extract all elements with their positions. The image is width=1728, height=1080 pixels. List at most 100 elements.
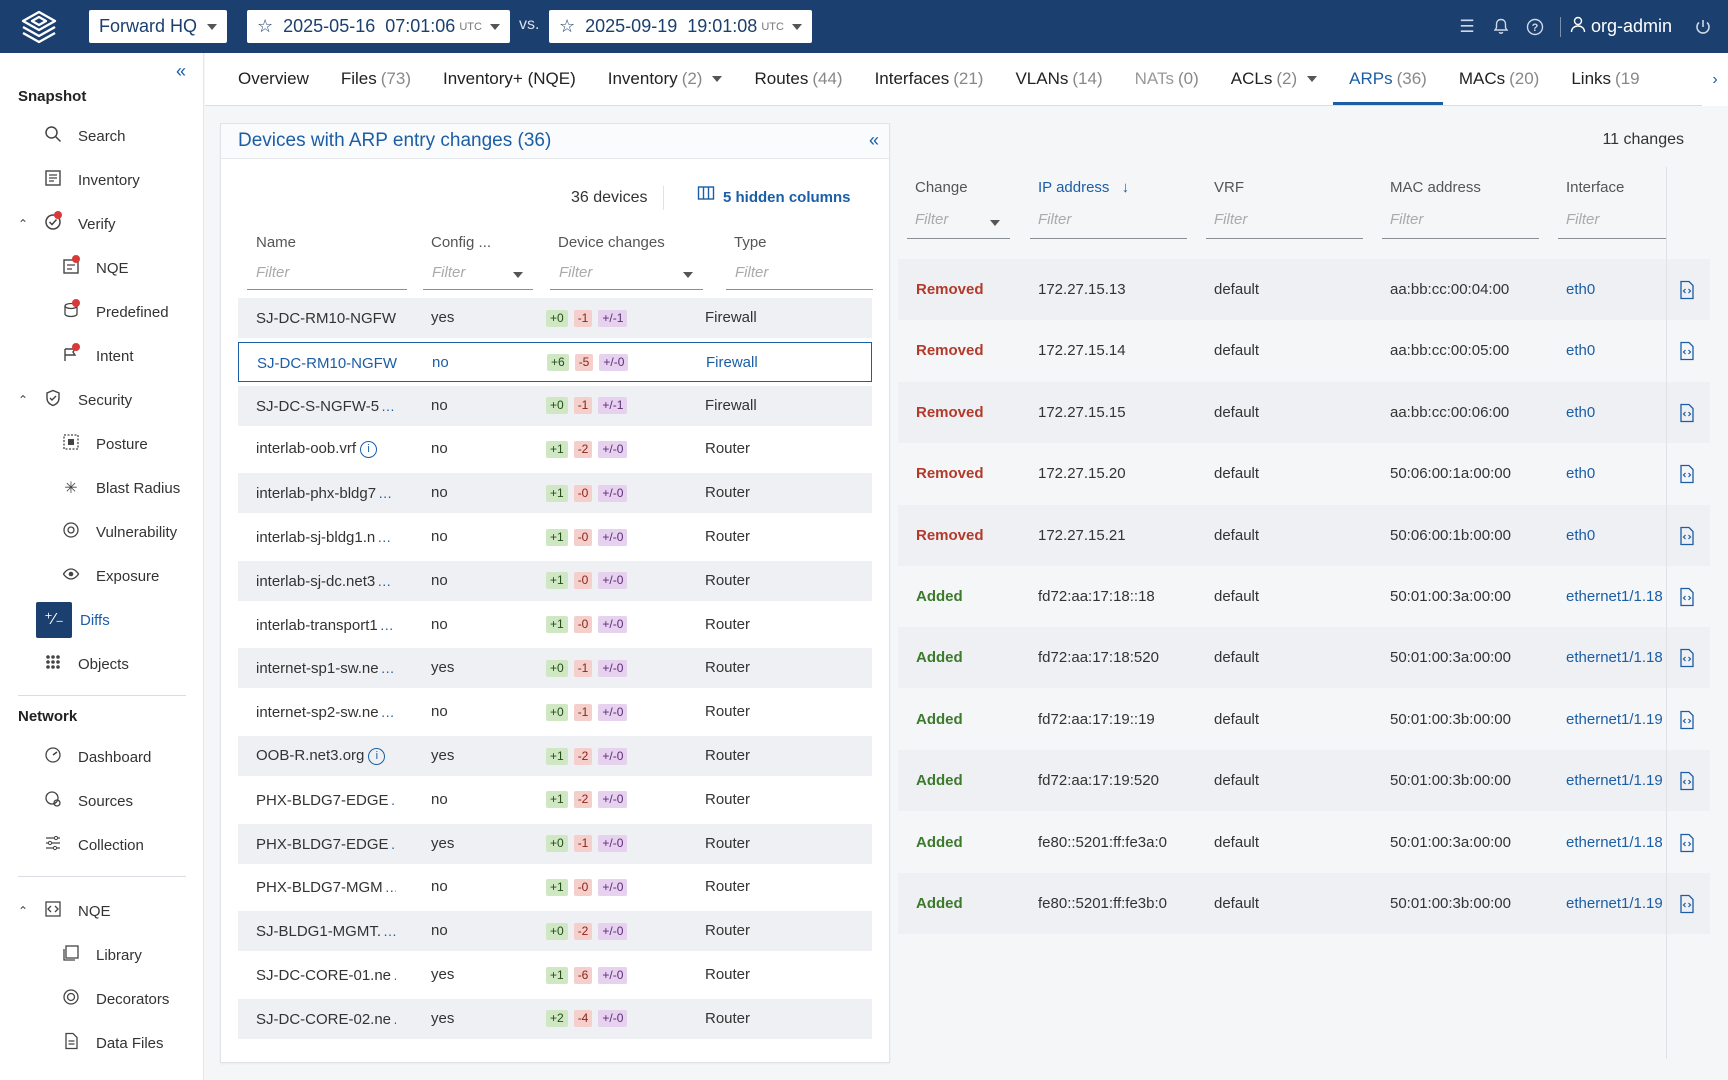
table-row[interactable]: internet-sp1-sw.ne… yes +0 -1 +/-0 Router <box>238 648 872 689</box>
more-icon[interactable]: … <box>391 836 396 852</box>
more-icon[interactable]: … <box>379 616 394 633</box>
sidebar-item-sources[interactable]: Sources <box>42 783 133 819</box>
table-row[interactable]: SJ-DC-CORE-01.ne… yes +1 -6 +/-0 Router <box>238 955 872 995</box>
table-row[interactable]: Removed 172.27.15.20 default 50:06:00:1a:00… <box>898 443 1710 504</box>
help-icon[interactable]: ? <box>1518 10 1552 44</box>
table-row[interactable]: interlab-sj-bldg1.n… no +1 -0 +/-0 Router <box>238 517 872 557</box>
user-menu[interactable]: org-admin <box>1569 15 1672 38</box>
tab-overview[interactable]: Overview <box>205 52 325 105</box>
interface-link[interactable]: ethernet1/1.19 <box>1566 710 1663 728</box>
sidebar-item-blast-radius[interactable]: ✳ Blast Radius <box>60 470 180 506</box>
column-header-interface[interactable]: Interface <box>1566 179 1625 196</box>
table-row[interactable]: SJ-DC-CORE-02.ne… yes +2 -4 +/-0 Router <box>238 998 872 1039</box>
mac-filter-input[interactable]: Filter <box>1382 205 1539 239</box>
interface-filter-input[interactable]: Filter <box>1558 205 1666 239</box>
org-select[interactable]: Forward HQ <box>89 10 227 43</box>
star-icon[interactable]: ☆ <box>257 16 274 36</box>
column-header-config[interactable]: Config ... <box>431 234 492 251</box>
sidebar-item-nqe-verify[interactable]: NQE <box>60 250 129 286</box>
interface-link[interactable]: ethernet1/1.18 <box>1566 833 1663 851</box>
sidebar-item-decorators[interactable]: Decorators <box>60 981 169 1017</box>
tab-vlans[interactable]: VLANs (14) <box>999 52 1118 105</box>
ip-filter-input[interactable]: Filter <box>1030 205 1187 239</box>
tab-links[interactable]: Links (19 <box>1555 52 1655 105</box>
interface-link[interactable]: eth0 <box>1566 526 1596 544</box>
interface-link[interactable]: eth0 <box>1566 465 1596 483</box>
table-row[interactable]: SJ-DC-RM10-NGFW… no +6 -5 +/-0 Firewall <box>238 341 872 382</box>
table-row[interactable]: Removed 172.27.15.21 default 50:06:00:1b:00… <box>898 504 1710 566</box>
star-icon[interactable]: ☆ <box>559 16 576 36</box>
table-row[interactable]: Added fd72:aa:17:18::18 default 50:01:00:3a… <box>898 566 1710 627</box>
interface-link[interactable]: ethernet1/1.19 <box>1566 895 1663 912</box>
chevron-up-icon[interactable]: ⌃ <box>18 217 29 231</box>
table-row[interactable]: interlab-sj-dc.net3… no +1 -0 +/-0 Router <box>238 560 872 601</box>
table-row[interactable]: Removed 172.27.15.15 default aa:bb:cc:00:06… <box>898 381 1710 443</box>
table-row[interactable]: interlab-transport1… no +1 -0 +/-0 Router <box>238 605 872 645</box>
double-chevron-left-icon[interactable]: « <box>868 130 879 150</box>
tab-files[interactable]: Files (73) <box>325 52 427 105</box>
code-file-icon[interactable] <box>1678 259 1696 320</box>
table-row[interactable]: PHX-BLDG7-MGM… no +1 -0 +/-0 Router <box>238 867 872 907</box>
table-row[interactable]: internet-sp2-sw.ne… no +0 -1 +/-0 Router <box>238 692 872 732</box>
code-file-icon[interactable] <box>1678 566 1696 627</box>
more-icon[interactable]: … <box>378 485 393 502</box>
tab-interfaces[interactable]: Interfaces (21) <box>859 52 1000 105</box>
bell-icon[interactable] <box>1484 10 1518 44</box>
info-icon[interactable]: i <box>360 440 378 458</box>
sidebar-item-diffs[interactable]: ⁺⁄₋ Diffs <box>36 602 110 638</box>
sidebar-item-collection[interactable]: Collection <box>42 827 144 863</box>
interface-link[interactable]: eth0 <box>1566 403 1596 421</box>
sidebar-item-search[interactable]: Search <box>42 118 126 154</box>
code-file-icon[interactable] <box>1678 320 1696 381</box>
code-file-icon[interactable] <box>1678 627 1696 688</box>
interface-link[interactable]: ethernet1/1.18 <box>1566 649 1663 667</box>
interface-link[interactable]: eth0 <box>1566 342 1596 360</box>
more-icon[interactable]: … <box>393 967 396 983</box>
code-file-icon[interactable] <box>1678 505 1696 566</box>
tab-macs[interactable]: MACs (20) <box>1443 52 1556 105</box>
table-row[interactable]: SJ-DC-S-NGFW-5… no +0 -1 +/-1 Firewall <box>238 385 872 426</box>
config-filter-select[interactable]: Filter <box>423 258 533 290</box>
code-file-icon[interactable] <box>1678 382 1696 443</box>
forward-logo-icon[interactable] <box>16 7 62 47</box>
table-row[interactable]: Removed 172.27.15.14 default aa:bb:cc:00:05… <box>898 320 1710 381</box>
sidebar-item-vulnerability[interactable]: Vulnerability <box>60 514 177 550</box>
table-row[interactable]: interlab-phx-bldg7… no +1 -0 +/-0 Router <box>238 473 872 514</box>
sidebar-item-verify[interactable]: ⌃ Verify <box>18 206 116 242</box>
column-header-type[interactable]: Type <box>734 234 767 251</box>
chevron-up-icon[interactable]: ⌃ <box>18 393 29 407</box>
table-row[interactable]: OOB-R.net3.org i yes +1 -2 +/-0 Router <box>238 736 872 776</box>
snapshot-b-select[interactable]: ☆ 2025-09-19 19:01:08 UTC <box>549 10 812 43</box>
tab-arps[interactable]: ARPs (36) <box>1333 52 1443 105</box>
table-row[interactable]: Added fd72:aa:17:19::19 default 50:01:00:3b… <box>898 689 1710 750</box>
tab-inventory[interactable]: Inventory (2) <box>592 52 739 105</box>
list-icon[interactable]: ☰ <box>1459 16 1475 36</box>
name-filter-input[interactable]: Filter <box>247 258 407 290</box>
table-row[interactable]: SJ-BLDG1-MGMT.… no +0 -2 +/-0 Router <box>238 911 872 952</box>
code-file-icon[interactable] <box>1678 812 1696 873</box>
device-changes-filter-select[interactable]: Filter <box>550 258 703 290</box>
vrf-filter-input[interactable]: Filter <box>1206 205 1363 239</box>
chevron-up-icon[interactable]: ⌃ <box>18 904 29 918</box>
column-header-device-changes[interactable]: Device changes <box>558 234 665 251</box>
column-header-name[interactable]: Name <box>256 234 297 251</box>
sidebar-item-inventory[interactable]: Inventory <box>42 162 140 198</box>
interface-link[interactable]: eth0 <box>1566 281 1596 298</box>
table-row[interactable]: Removed 172.27.15.13 default aa:bb:cc:00:04… <box>898 259 1710 320</box>
double-chevron-left-icon[interactable]: « <box>176 61 187 81</box>
type-filter-input[interactable]: Filter <box>726 258 873 290</box>
sidebar-item-posture[interactable]: Posture <box>60 426 148 462</box>
interface-link[interactable]: ethernet1/1.18 <box>1566 588 1663 605</box>
more-icon[interactable]: … <box>377 572 392 589</box>
table-row[interactable]: interlab-oob.vrf i no +1 -2 +/-0 Router <box>238 429 872 469</box>
hidden-columns-button[interactable]: 5 hidden columns <box>697 184 851 212</box>
sidebar-item-security[interactable]: ⌃ Security <box>18 382 132 418</box>
interface-link[interactable]: ethernet1/1.19 <box>1566 772 1663 790</box>
column-header-change[interactable]: Change <box>915 179 968 196</box>
sidebar-item-intent[interactable]: Intent <box>60 338 134 374</box>
sidebar-item-exposure[interactable]: Exposure <box>60 558 159 594</box>
more-icon[interactable]: … <box>380 660 395 677</box>
code-file-icon[interactable] <box>1678 443 1696 504</box>
more-icon[interactable]: … <box>381 397 396 414</box>
more-icon[interactable]: … <box>377 529 392 545</box>
